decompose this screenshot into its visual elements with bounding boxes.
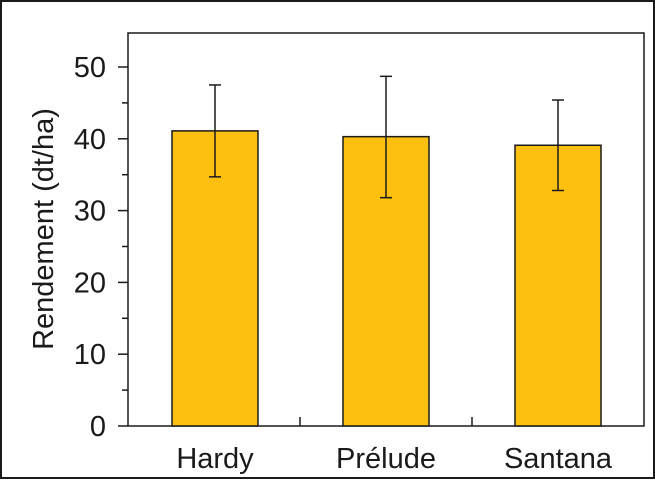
bar-prélude bbox=[342, 135, 430, 427]
x-tick-label-prelude: Prélude bbox=[336, 443, 436, 475]
x-tick-label-hardy: Hardy bbox=[176, 443, 254, 475]
y-axis: 0 10 20 30 40 50 bbox=[74, 52, 128, 443]
y-tick-label: 30 bbox=[74, 196, 106, 228]
y-tick-label: 40 bbox=[74, 124, 106, 156]
y-tick-label: 50 bbox=[74, 52, 106, 84]
x-axis: Hardy Prélude Santana bbox=[176, 417, 613, 475]
y-tick-label: 0 bbox=[90, 411, 106, 443]
y-axis-label: Rendement (dt/ha) bbox=[28, 108, 60, 350]
y-tick-label: 10 bbox=[74, 339, 106, 371]
bar-santana bbox=[514, 144, 602, 427]
y-tick-label: 20 bbox=[74, 267, 106, 299]
x-tick-label-santana: Santana bbox=[504, 443, 613, 475]
bars bbox=[171, 75, 602, 427]
